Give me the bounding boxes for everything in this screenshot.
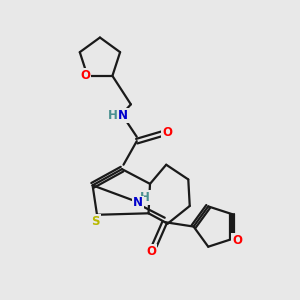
Text: N: N: [118, 109, 128, 122]
Text: N: N: [133, 196, 143, 209]
Text: O: O: [146, 245, 156, 258]
Text: O: O: [80, 69, 90, 82]
Text: H: H: [140, 191, 150, 204]
Text: H: H: [108, 109, 118, 122]
Text: O: O: [232, 234, 242, 247]
Text: O: O: [162, 126, 172, 139]
Text: S: S: [91, 215, 100, 228]
